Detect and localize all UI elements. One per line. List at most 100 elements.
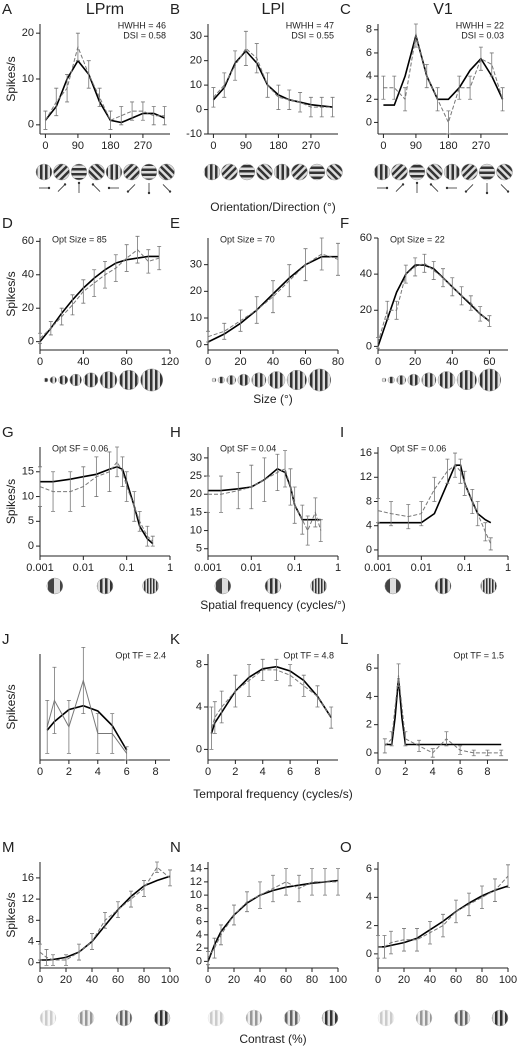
y-tick-label: 8 (366, 24, 372, 36)
stimulus-grating (478, 368, 502, 392)
y-tick-label: 30 (190, 259, 202, 271)
y-tick-label: 10 (190, 889, 202, 901)
x-tick-label: 90 (240, 140, 252, 152)
y-tick-label: -10 (186, 128, 202, 140)
error-bar (287, 89, 292, 110)
y-tick-label: 2 (366, 719, 372, 731)
stimulus-grating (226, 375, 237, 385)
y-tick-label: 60 (22, 235, 34, 247)
direction-arrow (430, 184, 439, 192)
x-tick-label: 8 (152, 766, 158, 778)
stimulus-grating (142, 577, 159, 595)
stimulus-grating (53, 163, 70, 181)
error-bar (376, 498, 380, 524)
y-tick-label: 8 (366, 495, 372, 507)
error-bar (64, 954, 68, 966)
x-tick-label: 40 (267, 356, 279, 368)
error-bar (288, 664, 293, 687)
error-bar (301, 674, 306, 697)
stimulus-icon (256, 163, 273, 181)
data-line (44, 45, 165, 121)
stimulus-icon (421, 372, 437, 388)
y-tick-label: 0 (28, 540, 34, 552)
stimulus-icon (308, 163, 326, 181)
stimulus-icon (426, 163, 443, 181)
stimulus-grating (158, 163, 175, 181)
stimulus-icon (245, 1009, 263, 1027)
y-tick-label: 2 (196, 942, 202, 954)
annotation: DSI = 0.03 (461, 30, 504, 40)
error-bar (70, 294, 75, 316)
stimulus-grating (58, 375, 69, 385)
stimulus-icon (491, 1009, 509, 1027)
error-bar (124, 244, 129, 272)
stimulus-icon (267, 371, 286, 389)
arrow-head (506, 190, 510, 193)
data-line (378, 875, 509, 948)
arrow-head (91, 183, 95, 186)
y-axis-label: Spikes/s (4, 56, 18, 101)
panel-letter: H (170, 424, 181, 441)
error-bar (129, 890, 133, 908)
y-tick-label: 6 (366, 863, 372, 875)
arrow-head (401, 183, 405, 186)
stimulus-grating (443, 163, 461, 181)
stimulus-icon (396, 375, 407, 385)
y-tick-label: 4 (366, 520, 372, 532)
stimulus-icon (39, 1009, 57, 1027)
y-tick-label: 4 (366, 70, 372, 82)
stimulus-grating (96, 577, 114, 595)
y-tick-label: 0 (196, 339, 202, 351)
stimulus-grating (456, 369, 477, 391)
y-tick-label: 6 (196, 916, 202, 928)
column-title: LPl (261, 1, 284, 18)
stimulus-icon (407, 373, 420, 387)
direction-arrow (162, 184, 171, 192)
stimulus-icon (384, 577, 402, 595)
arrow-head (464, 190, 468, 193)
y-tick-label: 14 (190, 863, 202, 875)
y-tick-label: 10 (190, 79, 202, 91)
stimulus-grating (35, 163, 53, 181)
column-title: LPrm (86, 1, 124, 18)
stimulus-icon (123, 163, 140, 181)
stimulus-icon (35, 163, 53, 181)
stimulus-icon (115, 1009, 133, 1027)
stimulus-icon (251, 372, 267, 388)
stimulus-icon (381, 377, 387, 383)
stimulus-icon (408, 163, 426, 181)
stimulus-icon (437, 371, 456, 389)
stimulus-grating (153, 1009, 171, 1027)
y-tick-label: 20 (190, 285, 202, 297)
stimulus-grating (221, 163, 238, 181)
annotation: HWHH = 47 (286, 20, 334, 30)
x-tick-label: 40 (86, 974, 98, 986)
x-tick-label: 80 (138, 974, 150, 986)
stimulus-grating (267, 371, 286, 389)
y-tick-label: 6 (366, 662, 372, 674)
y-tick-label: 10 (22, 490, 34, 502)
y-tick-label: 4 (196, 701, 202, 713)
x-tick-label: 40 (77, 356, 89, 368)
annotation: HWHH = 22 (456, 20, 504, 30)
y-tick-label: 0 (196, 955, 202, 967)
y-tick-label: 0 (366, 747, 372, 759)
x-tick-label: 0.01 (73, 562, 94, 574)
error-bar (480, 885, 484, 910)
data-line (384, 675, 502, 754)
x-tick-label: 4 (95, 766, 101, 778)
annotation: Opt SF = 0.06 (390, 443, 446, 453)
error-bar (92, 269, 97, 297)
stimulus-grating (377, 1009, 395, 1027)
stimulus-grating (415, 1009, 433, 1027)
error-bar (300, 504, 305, 535)
error-bar (432, 476, 437, 502)
x-tick-label: 2 (402, 766, 408, 778)
stimulus-icon (140, 163, 158, 181)
stimulus-icon (70, 163, 88, 181)
error-bar (445, 458, 450, 484)
x-tick-label: 2 (66, 766, 72, 778)
stimulus-icon (456, 369, 477, 391)
arrow-head (415, 181, 419, 185)
x-tick-label: 100 (161, 974, 179, 986)
